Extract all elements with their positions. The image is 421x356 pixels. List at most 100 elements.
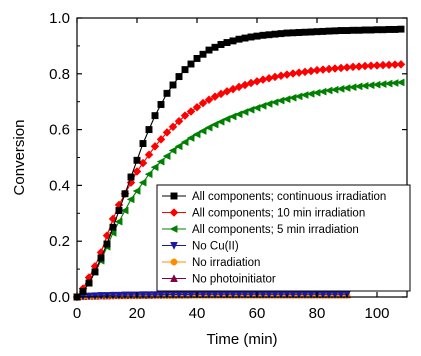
data-point bbox=[114, 217, 123, 226]
x-tick-label: 100 bbox=[364, 305, 389, 322]
data-point bbox=[378, 60, 388, 70]
data-point bbox=[145, 291, 153, 300]
data-point bbox=[253, 32, 261, 40]
data-point bbox=[240, 108, 249, 116]
data-point bbox=[150, 163, 159, 172]
data-point bbox=[343, 27, 351, 35]
data-point bbox=[288, 93, 297, 102]
data-point bbox=[85, 279, 93, 287]
data-point bbox=[204, 95, 214, 105]
data-point bbox=[276, 96, 285, 105]
x-tick-label: 60 bbox=[249, 305, 266, 322]
legend-box bbox=[156, 184, 411, 292]
data-point bbox=[144, 150, 154, 160]
x-tick-label: 80 bbox=[309, 305, 326, 322]
data-point bbox=[222, 115, 231, 123]
data-point bbox=[336, 84, 345, 93]
data-point bbox=[91, 268, 99, 276]
data-point bbox=[186, 107, 196, 116]
data-point bbox=[241, 34, 249, 42]
data-point bbox=[109, 291, 117, 300]
series-2 bbox=[72, 78, 405, 301]
data-point bbox=[355, 26, 363, 34]
data-point bbox=[121, 190, 129, 198]
data-point bbox=[115, 291, 123, 300]
data-point bbox=[264, 73, 274, 83]
data-point bbox=[133, 156, 141, 164]
data-point bbox=[162, 152, 171, 161]
data-point bbox=[258, 101, 267, 110]
data-point bbox=[385, 25, 393, 33]
data-point bbox=[126, 178, 136, 187]
data-point bbox=[192, 130, 201, 139]
data-point bbox=[139, 140, 147, 148]
data-point bbox=[180, 111, 190, 121]
legend-marker bbox=[170, 258, 178, 266]
data-point bbox=[366, 61, 376, 71]
data-point bbox=[307, 28, 315, 36]
data-point bbox=[127, 173, 135, 181]
x-tick-label: 40 bbox=[189, 305, 206, 322]
legend-entry: All components; 5 min irradiation bbox=[162, 224, 359, 236]
data-point bbox=[187, 60, 195, 68]
data-point bbox=[331, 27, 339, 35]
legend-label: No Cu(II) bbox=[192, 241, 239, 253]
data-point bbox=[168, 146, 177, 155]
data-point bbox=[396, 59, 406, 69]
data-point bbox=[145, 126, 153, 134]
data-point bbox=[210, 92, 220, 102]
data-point bbox=[372, 61, 382, 70]
data-point bbox=[373, 26, 381, 34]
legend-marker bbox=[169, 208, 179, 217]
data-point bbox=[397, 25, 405, 33]
data-point bbox=[144, 170, 153, 179]
data-point bbox=[103, 240, 111, 248]
data-point bbox=[97, 292, 105, 300]
data-point bbox=[391, 25, 399, 33]
x-tick-label: 0 bbox=[73, 305, 81, 322]
data-point bbox=[169, 81, 177, 89]
data-point bbox=[216, 89, 226, 99]
data-point bbox=[198, 98, 208, 108]
data-point bbox=[277, 30, 285, 38]
data-point bbox=[325, 27, 333, 35]
y-tick-label: 0.2 bbox=[49, 233, 70, 250]
data-point bbox=[282, 95, 291, 104]
y-tick-label: 0.6 bbox=[49, 122, 70, 139]
data-point bbox=[115, 207, 123, 214]
data-point bbox=[109, 223, 117, 231]
data-point bbox=[294, 92, 303, 101]
legend-marker bbox=[170, 274, 178, 282]
data-point bbox=[223, 39, 231, 47]
legend-label: All components; 5 min irradiation bbox=[192, 224, 359, 236]
legend-marker bbox=[170, 242, 178, 250]
data-point bbox=[289, 29, 297, 37]
data-point bbox=[384, 60, 394, 70]
legend-entry: No Cu(II) bbox=[162, 241, 239, 253]
data-point bbox=[108, 228, 117, 237]
data-point bbox=[379, 26, 387, 34]
data-point bbox=[151, 112, 159, 120]
data-point bbox=[120, 206, 129, 215]
data-point bbox=[151, 291, 159, 300]
data-point bbox=[348, 62, 358, 72]
data-point bbox=[175, 73, 183, 81]
data-point bbox=[157, 291, 165, 300]
data-point bbox=[390, 60, 400, 69]
y-tick-label: 0.4 bbox=[49, 177, 70, 194]
data-point bbox=[156, 157, 165, 166]
legend: All components; continuous irradiation Al… bbox=[156, 184, 411, 292]
data-point bbox=[360, 61, 370, 71]
data-point bbox=[259, 31, 267, 39]
data-point bbox=[228, 112, 237, 121]
data-point bbox=[205, 46, 213, 54]
data-point bbox=[312, 88, 321, 97]
data-point bbox=[204, 123, 213, 132]
data-point bbox=[91, 292, 99, 301]
data-point bbox=[163, 89, 171, 97]
data-point bbox=[235, 35, 243, 43]
data-point bbox=[127, 291, 135, 300]
data-point bbox=[174, 116, 184, 126]
data-point bbox=[319, 27, 327, 35]
